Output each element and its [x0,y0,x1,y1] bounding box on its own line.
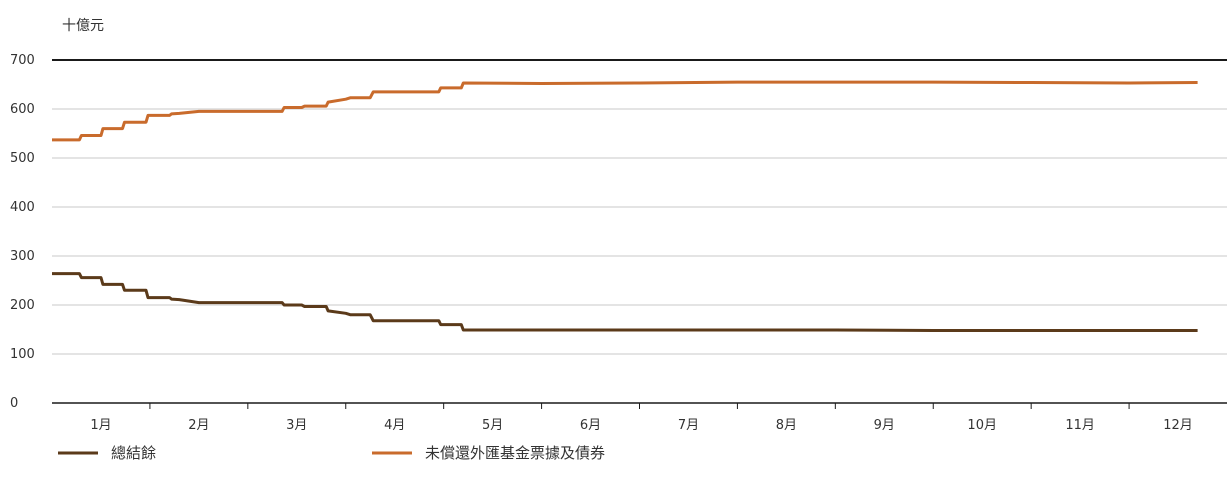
y-tick-label: 500 [10,151,35,166]
x-tick-label: 6月 [580,418,601,433]
legend-label-0: 總結餘 [111,444,156,462]
grid-lines [52,59,1227,355]
y-axis-ticks: 0 100 200 300 400 500 600 700 [10,53,35,411]
y-tick-label: 200 [10,298,35,313]
y-tick-label: 300 [10,249,35,264]
y-tick-label: 400 [10,200,35,215]
x-tick-label: 9月 [874,418,895,433]
y-tick-label: 600 [10,102,35,117]
legend-label-1: 未償還外匯基金票據及債券 [425,444,605,462]
x-tick-label: 4月 [384,418,405,433]
x-tick-label: 7月 [678,418,699,433]
x-tick-label: 1月 [90,418,111,433]
x-tick-label: 3月 [286,418,307,433]
series-lines [52,80,1198,332]
series-line-0 [52,272,1198,332]
x-tick-label: 11月 [1065,418,1095,433]
legend: 總結餘 未償還外匯基金票據及債券 [58,444,605,462]
x-axis: 1月 2月 3月 4月 5月 6月 7月 8月 9月 10月 11月 12月 [52,402,1227,433]
y-axis-unit-label: 十億元 [62,18,104,34]
x-tick-label: 8月 [776,418,797,433]
x-tick-label: 10月 [967,418,997,433]
x-tick-label: 5月 [482,418,503,433]
series-line-1 [52,80,1198,142]
x-tick-label: 2月 [188,418,209,433]
y-tick-label: 100 [10,347,35,362]
y-tick-label: 0 [10,396,18,411]
y-tick-label: 700 [10,53,35,68]
x-tick-label: 12月 [1163,418,1193,433]
